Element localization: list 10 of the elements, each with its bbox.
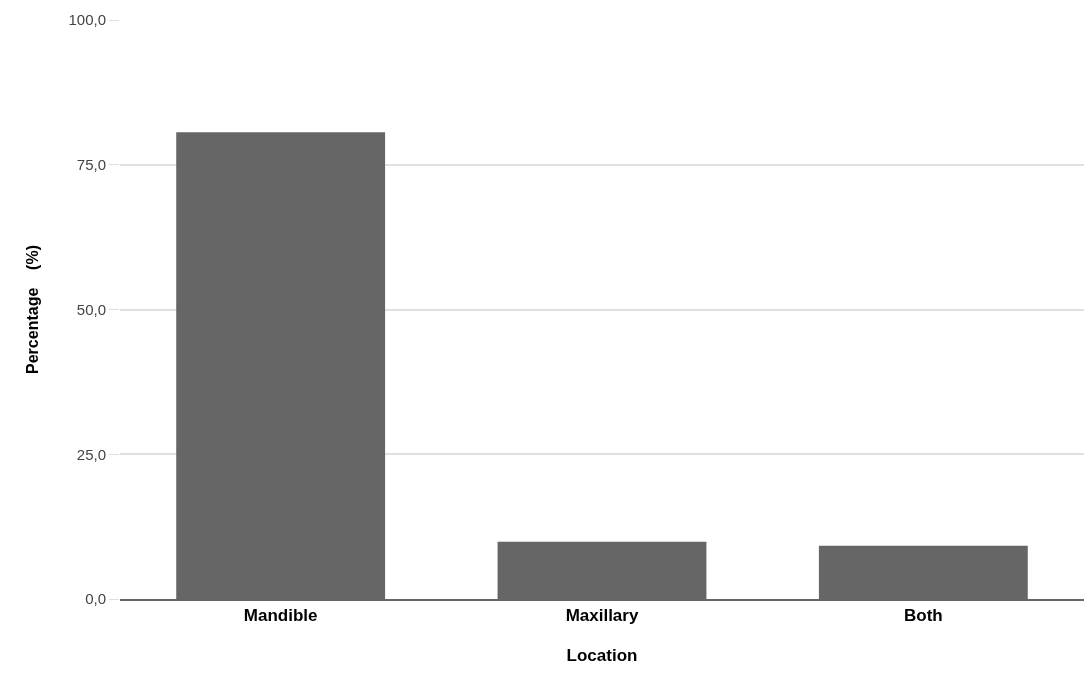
x-axis-title: Location [566,646,638,666]
x-tick-label: Maxillary [565,606,639,626]
y-axis-title: Percentage (%) [24,245,42,374]
x-tick-label: Both [903,606,943,626]
x-tick-label: Mandible [243,606,318,626]
y-tick-label: 25,0 [76,445,106,463]
y-tick-label: 50,0 [76,300,106,318]
y-tick-label: 75,0 [76,156,106,173]
y-tick-label: 100,0 [68,11,106,29]
y-tick-label: 0,0 [85,590,106,608]
